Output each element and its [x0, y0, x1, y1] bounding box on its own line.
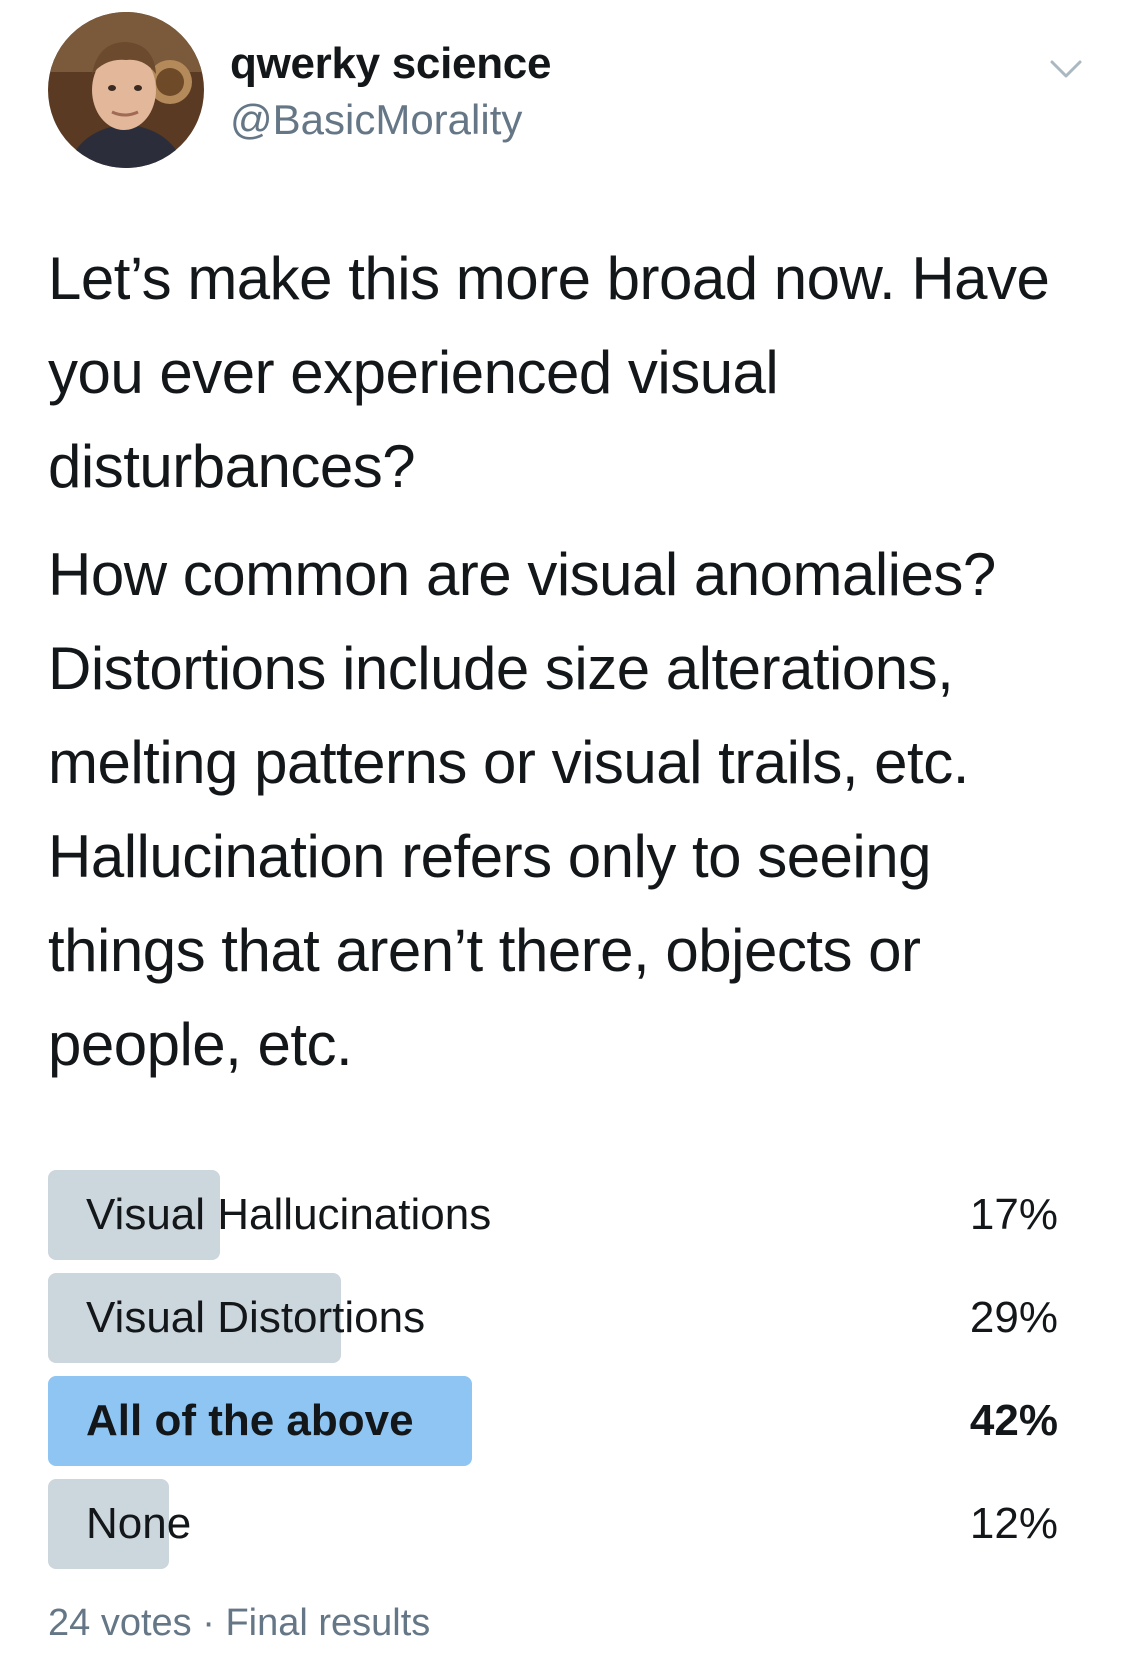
- poll-option-bar: [48, 1170, 220, 1260]
- poll: Visual Hallucinations 17% Visual Distort…: [48, 1170, 1058, 1582]
- poll-option-bar: [48, 1376, 472, 1466]
- poll-option-bar: [48, 1273, 341, 1363]
- poll-option-label: None: [86, 1499, 192, 1548]
- poll-option-label: Visual Hallucinations: [86, 1190, 492, 1239]
- poll-option: Visual Distortions 29%: [48, 1273, 1058, 1363]
- poll-option: None 12%: [48, 1479, 1058, 1569]
- poll-vote-count: 24 votes: [48, 1602, 192, 1644]
- poll-option-percent: 12%: [969, 1499, 1058, 1548]
- author-handle[interactable]: @BasicMorality: [230, 96, 523, 143]
- avatar[interactable]: [48, 12, 204, 168]
- poll-option-percent: 29%: [969, 1293, 1058, 1342]
- poll-footer-separator: ·: [202, 1602, 215, 1644]
- tweet-body: Let’s make this more broad now. Have you…: [48, 232, 1088, 1092]
- poll-status: Final results: [225, 1602, 431, 1644]
- author-display-name[interactable]: qwerky science: [230, 39, 552, 88]
- chevron-down-icon[interactable]: [1044, 46, 1088, 90]
- poll-footer: 24 votes · Final results: [48, 1598, 430, 1648]
- poll-option-bar: [48, 1479, 169, 1569]
- tweet-paragraph: How common are visual anomalies? Distort…: [48, 541, 996, 1078]
- tweet-header: qwerky science @BasicMorality: [48, 12, 1088, 172]
- poll-option: Visual Hallucinations 17%: [48, 1170, 1058, 1260]
- poll-option-label: All of the above: [86, 1396, 414, 1445]
- poll-option: All of the above 42%: [48, 1376, 1058, 1466]
- avatar-photo: [48, 12, 204, 168]
- tweet-paragraph: Let’s make this more broad now. Have you…: [48, 245, 1050, 500]
- poll-option-percent: 17%: [969, 1190, 1058, 1239]
- poll-option-label: Visual Distortions: [86, 1293, 426, 1342]
- poll-option-percent: 42%: [969, 1396, 1058, 1445]
- author-names[interactable]: qwerky science @BasicMorality: [230, 38, 551, 148]
